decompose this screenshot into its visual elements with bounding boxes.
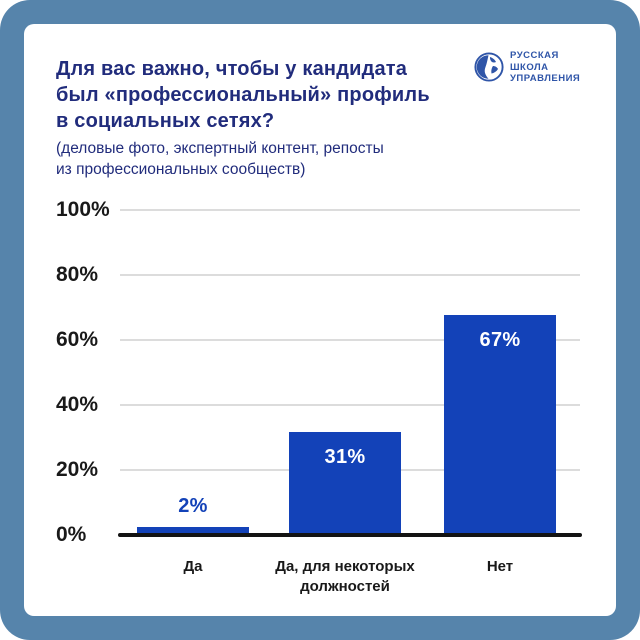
y-tick-label: 0% [56, 523, 87, 546]
x-tick-label: Да [183, 558, 203, 575]
bar-value-label: 67% [479, 329, 521, 352]
bar-2: 31% [289, 432, 401, 533]
logo-line-1: РУССКАЯ [510, 50, 559, 61]
header: Для вас важно, чтобы у кандидата был «пр… [56, 56, 456, 180]
y-tick-label: 40% [56, 393, 99, 416]
gridline-80 [120, 274, 580, 276]
bar-3: 67% [444, 315, 556, 533]
globe-icon [474, 52, 504, 82]
y-tick-label: 80% [56, 263, 99, 286]
y-tick-label: 20% [56, 458, 99, 481]
bar-value-label: 2% [178, 494, 208, 517]
bar-chart: 0% 20% 40% 60% 80% 100% 2% Да 31% Да, для некотор… [56, 198, 582, 595]
chart-subtitle: (деловые фото, экспертный контент, репос… [56, 140, 384, 178]
gridline-100 [120, 209, 580, 211]
x-tick-label: Нет [486, 558, 514, 575]
chart-card: Для вас важно, чтобы у кандидата был «пр… [24, 24, 616, 616]
logo-text: РУССКАЯ ШКОЛА УПРАВЛЕНИЯ [510, 50, 580, 85]
x-tick-label: Да, для некоторых должностей [275, 558, 415, 595]
logo-line-2: ШКОЛА [510, 61, 549, 73]
bar-value-label: 31% [324, 446, 366, 469]
y-tick-label: 100% [56, 198, 110, 221]
gridline-40 [120, 404, 580, 406]
x-axis-line [118, 533, 582, 537]
chart-title: Для вас важно, чтобы у кандидата был «пр… [56, 58, 430, 132]
y-tick-label: 60% [56, 328, 99, 351]
bar-1: 2% [137, 495, 249, 533]
rsu-logo: РУССКАЯ ШКОЛА УПРАВЛЕНИЯ [474, 50, 580, 85]
logo-line-3: УПРАВЛЕНИЯ [510, 73, 581, 84]
gridline-60 [120, 339, 580, 341]
